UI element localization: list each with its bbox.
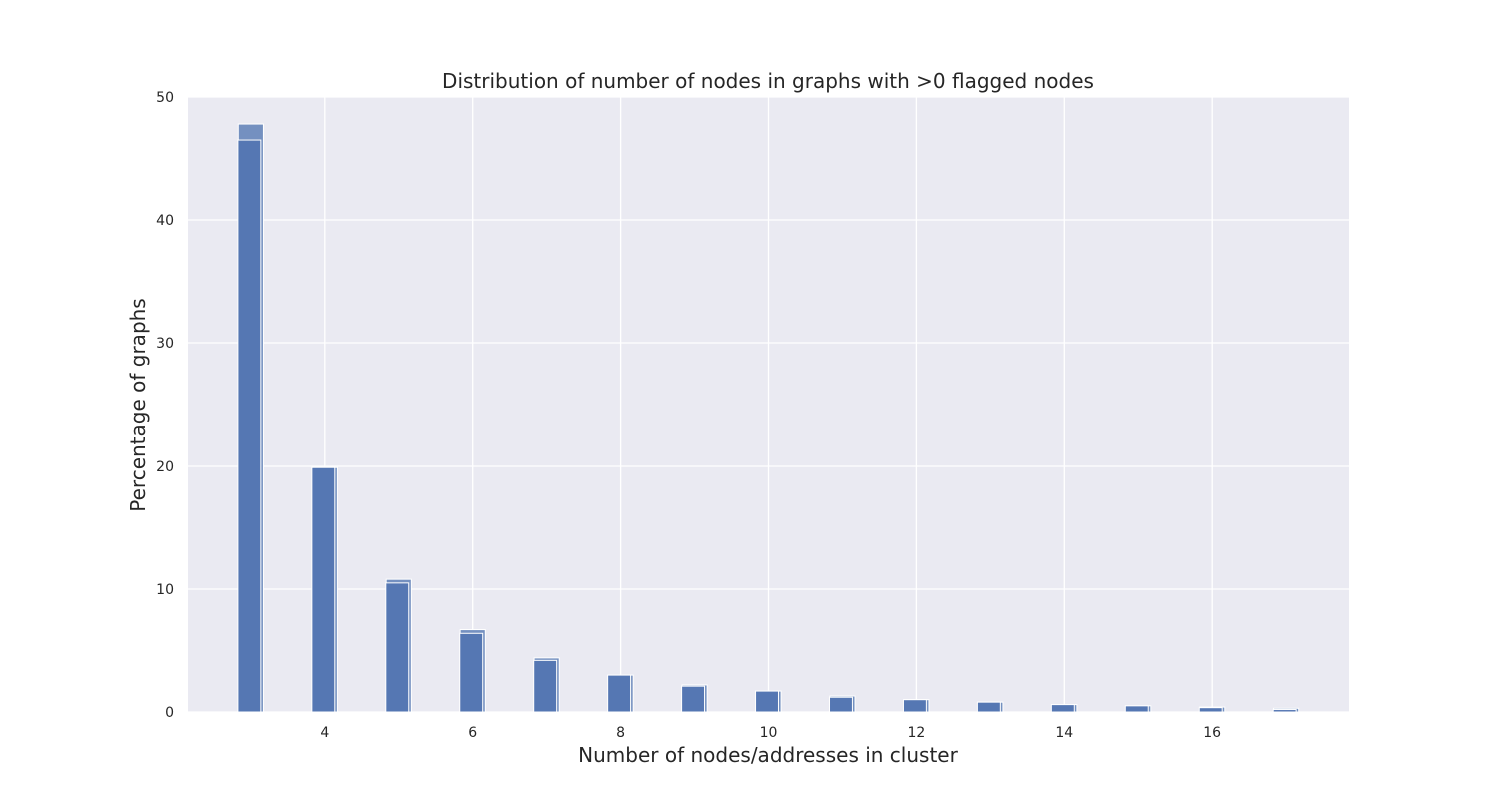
bar-series-front bbox=[459, 632, 484, 713]
x-tick-label: 8 bbox=[616, 725, 625, 741]
bar-series-front bbox=[607, 674, 632, 713]
bar-series-front bbox=[1050, 704, 1075, 713]
x-tick-label: 14 bbox=[1055, 725, 1073, 741]
bar-series-front bbox=[681, 685, 706, 713]
x-axis-label: Number of nodes/addresses in cluster bbox=[578, 743, 958, 767]
bar-series-front bbox=[533, 659, 558, 713]
y-tick-label: 0 bbox=[165, 705, 174, 721]
y-tick-label: 50 bbox=[156, 90, 174, 106]
x-tick-label: 12 bbox=[907, 725, 925, 741]
bar-series-front bbox=[1272, 709, 1297, 713]
y-tick-label: 10 bbox=[156, 582, 174, 598]
y-axis-label: Percentage of graphs bbox=[126, 298, 150, 511]
bar-series-front bbox=[902, 699, 927, 713]
bar-series-front bbox=[755, 690, 779, 713]
y-tick-label: 30 bbox=[156, 336, 174, 352]
x-tick-label: 16 bbox=[1203, 725, 1221, 741]
x-tick-label: 10 bbox=[760, 725, 778, 741]
tick-labels: 4 6 8 10 12 14 16 0 10 20 30 40 50 bbox=[156, 90, 1221, 741]
bar-series-front bbox=[311, 466, 336, 713]
grid bbox=[188, 96, 1349, 713]
y-tick-label: 40 bbox=[156, 213, 174, 229]
bar-series-front bbox=[829, 696, 853, 713]
bar-series-front bbox=[1198, 707, 1223, 713]
bar-series-front bbox=[976, 701, 1001, 713]
bar-series-front bbox=[237, 139, 262, 713]
series-front-bars bbox=[237, 139, 1297, 713]
x-tick-label: 6 bbox=[468, 725, 477, 741]
chart-title: Distribution of number of nodes in graph… bbox=[442, 69, 1094, 93]
bar-series-front bbox=[385, 582, 410, 713]
bar-series-front bbox=[1124, 705, 1149, 713]
x-tick-label: 4 bbox=[320, 725, 329, 741]
y-tick-label: 20 bbox=[156, 459, 174, 475]
